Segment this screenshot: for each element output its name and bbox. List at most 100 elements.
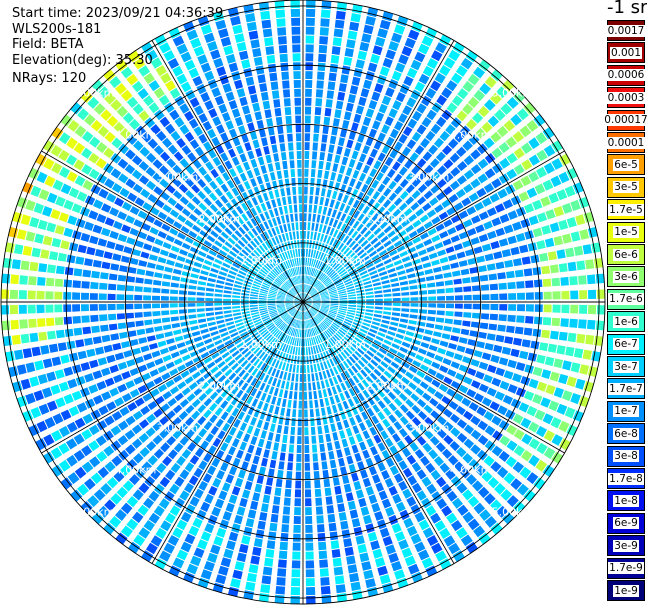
range-bin <box>214 199 224 208</box>
range-bin <box>579 229 590 240</box>
range-bin <box>343 447 351 456</box>
range-bin <box>339 202 346 212</box>
range-bin <box>299 329 302 338</box>
range-bin <box>342 120 350 129</box>
range-bin <box>239 497 248 508</box>
range-bin <box>458 337 468 344</box>
range-bin <box>570 362 581 373</box>
range-bin <box>234 366 243 374</box>
range-bin <box>380 360 389 369</box>
range-bin <box>284 242 289 251</box>
range-bin <box>167 144 178 155</box>
range-bin <box>562 233 572 244</box>
range-bin <box>380 235 389 244</box>
range-bin <box>274 433 281 443</box>
range-bin <box>479 83 491 95</box>
range-bin <box>215 144 225 155</box>
range-bin <box>29 261 39 272</box>
range-bin <box>362 277 371 282</box>
range-bin <box>162 137 173 148</box>
range-bin <box>305 569 315 578</box>
range-bin <box>256 235 264 244</box>
range-bin <box>314 241 319 250</box>
range-bin <box>329 326 336 334</box>
range-bin <box>295 249 298 258</box>
range-bin <box>155 199 165 209</box>
range-bin <box>406 525 418 537</box>
range-bin <box>264 485 272 495</box>
range-bin <box>139 419 150 429</box>
range-bin <box>478 383 489 393</box>
range-bin <box>318 272 324 280</box>
range-bin <box>255 275 264 281</box>
range-bin <box>518 191 530 202</box>
range-bin <box>532 366 543 377</box>
range-bin <box>450 476 462 487</box>
range-bin <box>494 109 506 121</box>
range-bin <box>341 273 349 279</box>
range-bin <box>287 354 292 363</box>
range-bin <box>270 313 279 318</box>
range-bin <box>477 173 488 184</box>
range-bin <box>180 51 192 63</box>
range-bin <box>276 216 282 225</box>
range-bin <box>297 311 301 320</box>
range-bin <box>303 302 307 311</box>
range-bin <box>250 377 258 387</box>
range-bin <box>447 227 457 235</box>
range-bin <box>251 398 259 407</box>
range-bin <box>293 400 297 409</box>
range-bin <box>150 206 160 216</box>
colorbar-bin: 6e-5 <box>607 154 645 176</box>
range-bin <box>191 398 201 408</box>
range-bin <box>576 260 586 271</box>
range-bin <box>343 260 351 268</box>
range-bin <box>489 313 498 321</box>
range-bin <box>189 454 200 465</box>
range-bin <box>292 319 297 327</box>
range-bin <box>296 267 299 275</box>
range-bin <box>246 257 254 265</box>
range-bin <box>312 355 316 364</box>
range-bin <box>117 361 128 371</box>
range-bin <box>242 372 250 381</box>
range-bin <box>73 450 85 462</box>
range-bin <box>282 284 289 290</box>
range-bin <box>129 474 140 486</box>
range-bin <box>171 275 181 282</box>
range-bin <box>324 487 332 497</box>
range-bin <box>297 266 300 275</box>
range-bin <box>289 290 296 296</box>
range-bin <box>419 364 429 372</box>
range-bin <box>261 254 269 262</box>
range-bin <box>169 368 179 377</box>
range-bin <box>410 533 422 545</box>
range-bin <box>497 125 509 138</box>
range-bin <box>110 333 120 341</box>
range-bin <box>268 190 275 200</box>
range-bin <box>436 116 447 128</box>
range-ring-label: 1.00km <box>324 254 366 267</box>
range-bin <box>269 347 276 356</box>
range-bin <box>377 519 387 530</box>
range-bin <box>267 219 274 228</box>
range-bin <box>412 236 422 244</box>
range-bin <box>146 441 157 452</box>
range-bin <box>296 364 299 373</box>
range-bin <box>416 124 427 135</box>
range-bin <box>43 158 55 170</box>
range-bin <box>320 307 329 310</box>
range-bin <box>268 404 275 414</box>
azimuth-spoke <box>41 150 304 303</box>
range-bin <box>443 421 454 432</box>
range-bin <box>361 33 372 43</box>
range-bin <box>285 300 294 302</box>
range-bin <box>278 461 285 470</box>
range-bin <box>207 552 218 563</box>
range-bin <box>286 187 291 196</box>
range-bin <box>270 326 277 334</box>
range-bin <box>389 445 399 455</box>
range-bin <box>204 493 214 504</box>
range-bin <box>399 416 409 426</box>
range-bin <box>154 358 164 366</box>
